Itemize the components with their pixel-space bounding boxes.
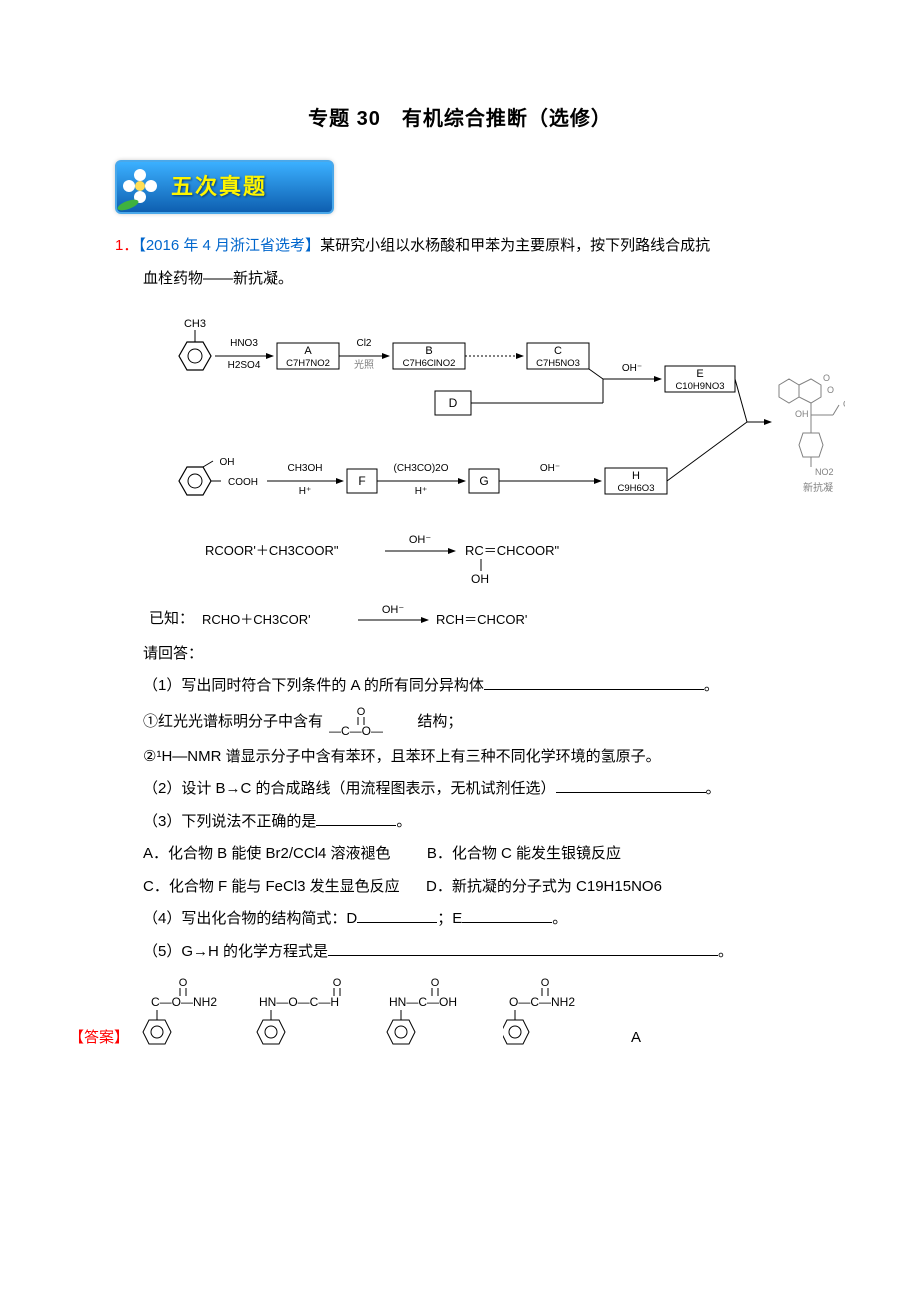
question-body-1: 某研究小组以水杨酸和甲苯为主要原料，按下列路线合成抗 [320,237,710,254]
question-body-2: 血栓药物——新抗凝。 [115,265,805,294]
flower-icon [117,163,165,211]
svg-text:OH⁻: OH⁻ [622,363,642,374]
svg-text:F: F [358,474,365,488]
question-stem: 1．【2016 年 4 月浙江省选考】某研究小组以水杨酸和甲苯为主要原料，按下列… [115,232,805,261]
svg-text:O: O [333,977,342,989]
svg-text:光照: 光照 [354,358,374,371]
answer-structure-3: O HN—C—OH [383,976,503,1054]
sub-q3: （3）下列说法不正确的是。 [115,808,805,837]
sub-q1b: ②¹H—NMR 谱显示分子中含有苯环，且苯环上有三种不同化学环境的氢原子。 [115,743,805,772]
svg-text:OH⁻: OH⁻ [382,604,405,616]
svg-text:C9H6O3: C9H6O3 [618,483,655,494]
svg-text:O: O [431,977,440,989]
answer-structure-1: O C—O—NH2 [133,976,253,1054]
svg-text:O: O [179,977,188,989]
svg-text:OH: OH [795,409,809,419]
known-reactions: RCOOR'＋CH3COOR" OH⁻ RC＝CHCOOR" OH [115,527,805,598]
svg-text:H2SO4: H2SO4 [228,360,261,371]
sub-q2: （2）设计 B→C 的合成路线（用流程图表示，无机试剂任选）。 [115,775,805,804]
svg-text:COOH: COOH [228,477,258,488]
svg-text:新抗凝: 新抗凝 [803,481,833,494]
banner-badge: 五次真题 [115,160,334,214]
svg-text:OH: OH [220,457,235,468]
sub-q1: （1）写出同时符合下列条件的 A 的所有同分异构体。 [115,672,805,701]
svg-text:HN—O—C—H: HN—O—C—H [259,995,339,1009]
known-label: 已知： [149,609,194,626]
option-d: D．新抗凝的分子式为 C19H15NO6 [426,878,662,895]
svg-text:B: B [425,345,432,357]
sub-q5: （5）G→H 的化学方程式是。 [115,938,805,967]
known-line-2: 已知： RCHO＋CH3COR' OH⁻ RCH＝CHCOR' [115,602,805,636]
answer-structure-4: O O—C—NH2 [503,976,623,1054]
option-b: B．化合物 C 能发生银镜反应 [427,845,621,862]
svg-text:H⁺: H⁺ [299,486,312,497]
svg-text:C7H7NO2: C7H7NO2 [286,358,330,369]
svg-text:O—C—NH2: O—C—NH2 [509,995,575,1009]
svg-text:O: O [843,399,845,409]
synthesis-route-diagram: CH3 HNO3 H2SO4 A C7H7NO2 Cl2 光照 B C7H6Cl… [115,297,805,527]
svg-text:OH: OH [471,572,489,586]
svg-text:CH3: CH3 [184,318,206,330]
question-number: 1． [115,237,138,254]
svg-text:D: D [449,396,458,410]
svg-text:G: G [479,474,488,488]
svg-text:O: O [357,706,366,718]
answer-choice: A [631,1024,641,1055]
svg-text:RCH＝CHCOR': RCH＝CHCOR' [436,612,527,627]
answer-label: 【答案】 [69,1024,129,1055]
svg-text:O: O [541,977,550,989]
option-c: C．化合物 F 能与 FeCl3 发生显色反应 [143,878,400,895]
sub-q1a: ①红光光谱标明分子中含有 O —C—O— 结构； [115,705,805,739]
svg-text:H: H [632,470,640,482]
svg-text:RCOOR'＋CH3COOR": RCOOR'＋CH3COOR" [205,543,339,558]
svg-text:OH⁻: OH⁻ [540,463,560,474]
svg-text:NO2: NO2 [815,467,834,477]
svg-text:RCHO＋CH3COR': RCHO＋CH3COR' [202,612,311,627]
svg-text:C7H6ClNO2: C7H6ClNO2 [403,358,456,369]
svg-text:Cl2: Cl2 [356,338,371,349]
svg-text:C10H9NO3: C10H9NO3 [675,381,724,392]
options-row-2: C．化合物 F 能与 FeCl3 发生显色反应 D．新抗凝的分子式为 C19H1… [115,873,805,902]
question-source: 【2016 年 4 月浙江省选考】 [138,237,320,254]
svg-text:C7H5NO3: C7H5NO3 [536,358,580,369]
svg-text:HN—C—OH: HN—C—OH [389,995,457,1009]
answer-prompt: 请回答： [115,640,805,669]
svg-text:OH⁻: OH⁻ [409,534,432,546]
answer-row: 【答案】 O C—O—NH2 O HN—O—C—H O HN—C—OH [115,976,805,1054]
svg-text:HNO3: HNO3 [230,338,258,349]
svg-text:(CH3CO)2O: (CH3CO)2O [393,463,448,474]
option-a: A．化合物 B 能使 Br2/CCl4 溶液褪色 [143,845,391,862]
svg-text:C: C [554,345,562,357]
sub-q4: （4）写出化合物的结构简式：D；E。 [115,905,805,934]
svg-text:O: O [823,373,830,383]
banner-text: 五次真题 [171,166,267,208]
options-row-1: A．化合物 B 能使 Br2/CCl4 溶液褪色 B．化合物 C 能发生银镜反应 [115,840,805,869]
svg-text:CH3OH: CH3OH [287,463,322,474]
svg-text:A: A [304,345,312,357]
svg-text:—C—O—: —C—O— [329,724,383,738]
svg-text:E: E [696,368,703,380]
answer-structure-2: O HN—O—C—H [253,976,383,1054]
page-title: 专题 30 有机综合推断（选修） [115,100,805,138]
svg-text:H⁺: H⁺ [415,486,428,497]
svg-text:O: O [827,385,834,395]
svg-text:C—O—NH2: C—O—NH2 [151,995,217,1009]
svg-text:RC＝CHCOOR": RC＝CHCOOR" [465,543,560,558]
